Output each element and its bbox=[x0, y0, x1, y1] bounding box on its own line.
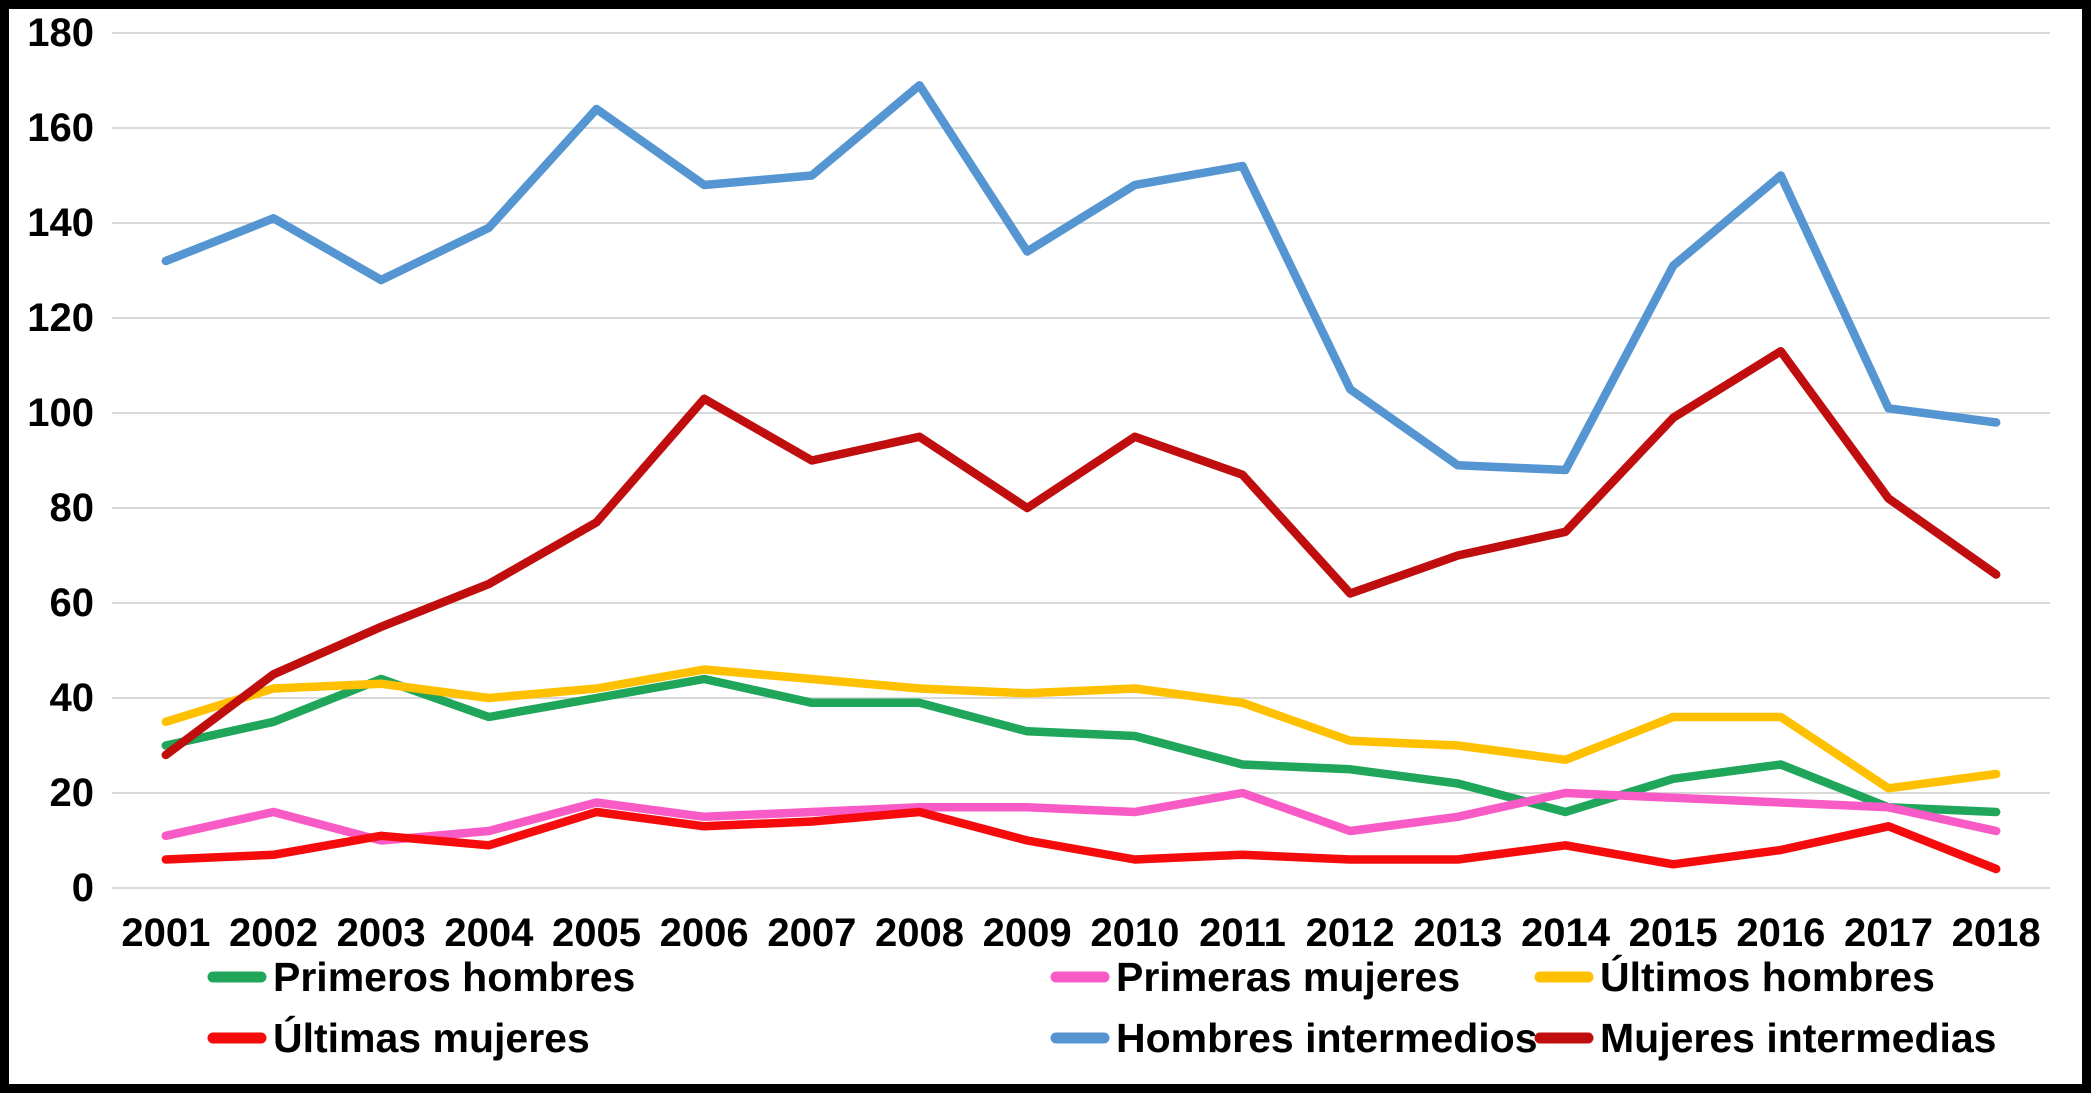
x-axis-tick-label: 2016 bbox=[1736, 911, 1825, 955]
legend-item-ultimas-mujeres: Últimas mujeres bbox=[207, 1015, 590, 1061]
series-line-primeras-mujeres bbox=[161, 788, 2001, 845]
x-axis-tick-label: 2002 bbox=[229, 911, 318, 955]
y-axis-tick-label: 100 bbox=[27, 391, 94, 435]
x-axis-tick-label: 2007 bbox=[767, 911, 856, 955]
series-line-primeros-hombres bbox=[161, 674, 2001, 817]
legend-item-primeras-mujeres: Primeras mujeres bbox=[1050, 954, 1460, 1000]
y-axis-tick-label: 180 bbox=[27, 11, 94, 55]
legend-item-hombres-intermedios: Hombres intermedios bbox=[1050, 1015, 1538, 1061]
x-axis-tick-label: 2009 bbox=[983, 911, 1072, 955]
legend-item-ultimos-hombres: Últimos hombres bbox=[1534, 954, 1935, 1000]
x-axis-tick-label: 2014 bbox=[1521, 911, 1611, 955]
y-axis-tick-label: 140 bbox=[27, 201, 94, 245]
x-axis-tick-label: 2005 bbox=[552, 911, 641, 955]
x-axis-tick-label: 2017 bbox=[1844, 911, 1933, 955]
y-axis-tick-label: 20 bbox=[50, 771, 95, 815]
legend-label-hombres-intermedios: Hombres intermedios bbox=[1116, 1015, 1538, 1061]
series-line-mujeres-intermedias bbox=[161, 347, 2001, 760]
series-line-ultimas-mujeres bbox=[161, 807, 2001, 874]
y-axis-tick-label: 0 bbox=[72, 866, 94, 910]
x-axis-tick-label: 2004 bbox=[444, 911, 534, 955]
x-axis-tick-label: 2003 bbox=[337, 911, 426, 955]
y-axis-tick-label: 80 bbox=[50, 486, 95, 530]
y-axis-tick-label: 160 bbox=[27, 106, 94, 150]
legend-label-primeros-hombres: Primeros hombres bbox=[273, 954, 635, 1000]
x-axis-tick-label: 2018 bbox=[1952, 911, 2041, 955]
x-axis-tick-label: 2013 bbox=[1413, 911, 1502, 955]
y-axis-tick-labels: 0 20 40 60 80 100 120 140 160 180 bbox=[27, 11, 94, 910]
x-axis-tick-label: 2008 bbox=[875, 911, 964, 955]
legend-label-ultimos-hombres: Últimos hombres bbox=[1600, 954, 1935, 1000]
x-axis-tick-label: 2011 bbox=[1199, 911, 1286, 955]
y-axis-tick-label: 40 bbox=[50, 676, 95, 720]
legend-label-mujeres-intermedias: Mujeres intermedias bbox=[1600, 1015, 1997, 1061]
x-axis-tick-label: 2001 bbox=[121, 911, 210, 955]
x-axis-tick-label: 2015 bbox=[1629, 911, 1718, 955]
legend-label-primeras-mujeres: Primeras mujeres bbox=[1116, 954, 1460, 1000]
y-axis-tick-label: 120 bbox=[27, 296, 94, 340]
series-line-hombres-intermedios bbox=[161, 81, 2001, 475]
x-axis-tick-label: 2012 bbox=[1306, 911, 1395, 955]
legend-item-primeros-hombres: Primeros hombres bbox=[207, 954, 635, 1000]
x-axis-tick-label: 2006 bbox=[660, 911, 749, 955]
x-axis-tick-label: 2010 bbox=[1090, 911, 1179, 955]
legend-item-mujeres-intermedias: Mujeres intermedias bbox=[1534, 1015, 1997, 1061]
legend-label-ultimas-mujeres: Últimas mujeres bbox=[273, 1015, 590, 1061]
legend: Primeros hombres Primeras mujeres Últimos … bbox=[207, 954, 1997, 1061]
series-line-ultimos-hombres bbox=[161, 665, 2001, 793]
y-axis-tick-label: 60 bbox=[50, 581, 95, 625]
x-axis-tick-labels: 2001 2002 2003 2004 2005 2006 2007 2008 2009 2010… bbox=[121, 911, 2040, 955]
